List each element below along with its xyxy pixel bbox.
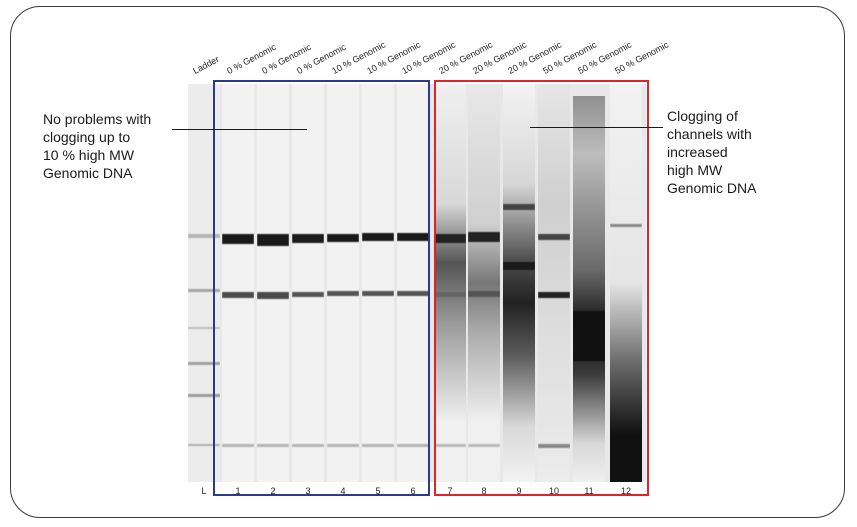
gel-lane xyxy=(327,84,359,482)
gel-band xyxy=(362,233,394,241)
lane-number: 11 xyxy=(584,486,594,496)
annotation-line: Genomic DNA xyxy=(43,165,133,181)
gel-band xyxy=(222,444,254,447)
high-genomic-group-box xyxy=(434,80,649,496)
gel-band xyxy=(397,233,429,241)
lane-number: 3 xyxy=(305,486,311,496)
annotation-line: Clogging of xyxy=(667,108,738,124)
gel-band xyxy=(188,327,220,329)
lane-number: 10 xyxy=(548,486,559,496)
annotation-clogging: Clogging of channels with increased high… xyxy=(667,107,817,197)
gel-band xyxy=(434,234,466,243)
leader-line-left xyxy=(172,129,307,130)
gel-band xyxy=(434,444,466,447)
lane-number: 2 xyxy=(270,486,276,496)
gel-band xyxy=(188,394,220,397)
gel-lane xyxy=(222,84,254,482)
gel-band xyxy=(188,362,220,365)
gel-lane xyxy=(434,84,466,482)
gel-band xyxy=(468,291,500,297)
lane-number: 5 xyxy=(375,486,381,496)
gel-lane xyxy=(257,84,289,482)
lane-number: 4 xyxy=(340,486,346,496)
gel-band xyxy=(503,204,535,210)
gel-band xyxy=(503,262,535,270)
gel-lane xyxy=(573,96,605,482)
ladder-lane-number: L xyxy=(201,486,207,496)
annotation-line: No problems with xyxy=(43,111,152,127)
gel-band xyxy=(468,444,500,447)
low-genomic-group-box xyxy=(213,80,430,496)
gel-band xyxy=(362,444,394,447)
figure-frame xyxy=(10,6,845,518)
annotation-line: increased xyxy=(667,144,728,160)
gel-image xyxy=(188,84,646,482)
gel-band xyxy=(222,234,254,244)
gel-lane xyxy=(468,84,500,482)
gel-lane xyxy=(503,84,535,482)
lane-number: 12 xyxy=(620,486,631,496)
annotation-no-clogging: No problems with clogging up to 10 % hig… xyxy=(43,110,223,182)
annotation-line: Genomic DNA xyxy=(667,180,757,196)
gel-band xyxy=(222,292,254,298)
gel-lane xyxy=(397,84,429,482)
lane-number: 7 xyxy=(447,486,453,496)
lane-number: 8 xyxy=(481,486,487,496)
annotation-line: 10 % high MW xyxy=(43,147,135,163)
annotation-line: high MW xyxy=(667,162,723,178)
gel-band xyxy=(257,444,289,447)
gel-band xyxy=(292,234,324,243)
gel-band xyxy=(573,311,605,361)
gel-band xyxy=(362,291,394,296)
gel-lane xyxy=(538,84,570,482)
gel-band xyxy=(434,292,466,297)
gel-band xyxy=(397,291,429,296)
gel-lane xyxy=(610,84,642,482)
gel-band xyxy=(188,444,220,446)
gel-band xyxy=(292,292,324,297)
gel-lane xyxy=(362,84,394,482)
leader-line-right xyxy=(530,127,663,128)
gel-band xyxy=(538,444,570,448)
gel-band xyxy=(327,234,359,242)
lane-number: 1 xyxy=(235,486,241,496)
annotation-line: clogging up to xyxy=(43,129,131,145)
annotation-line: channels with xyxy=(667,126,752,142)
gel-band xyxy=(397,444,429,447)
gel-lane xyxy=(292,84,324,482)
gel-band xyxy=(538,292,570,298)
gel-band xyxy=(327,291,359,296)
gel-band xyxy=(188,234,220,238)
gel-band xyxy=(538,234,570,240)
gel-band xyxy=(257,234,289,246)
gel-band xyxy=(292,444,324,447)
gel-band xyxy=(468,232,500,242)
lane-number: 9 xyxy=(516,486,522,496)
gel-band xyxy=(327,444,359,447)
gel-band xyxy=(188,289,220,292)
gel-band xyxy=(610,224,642,227)
lane-number: 6 xyxy=(410,486,416,496)
gel-band xyxy=(257,292,289,299)
